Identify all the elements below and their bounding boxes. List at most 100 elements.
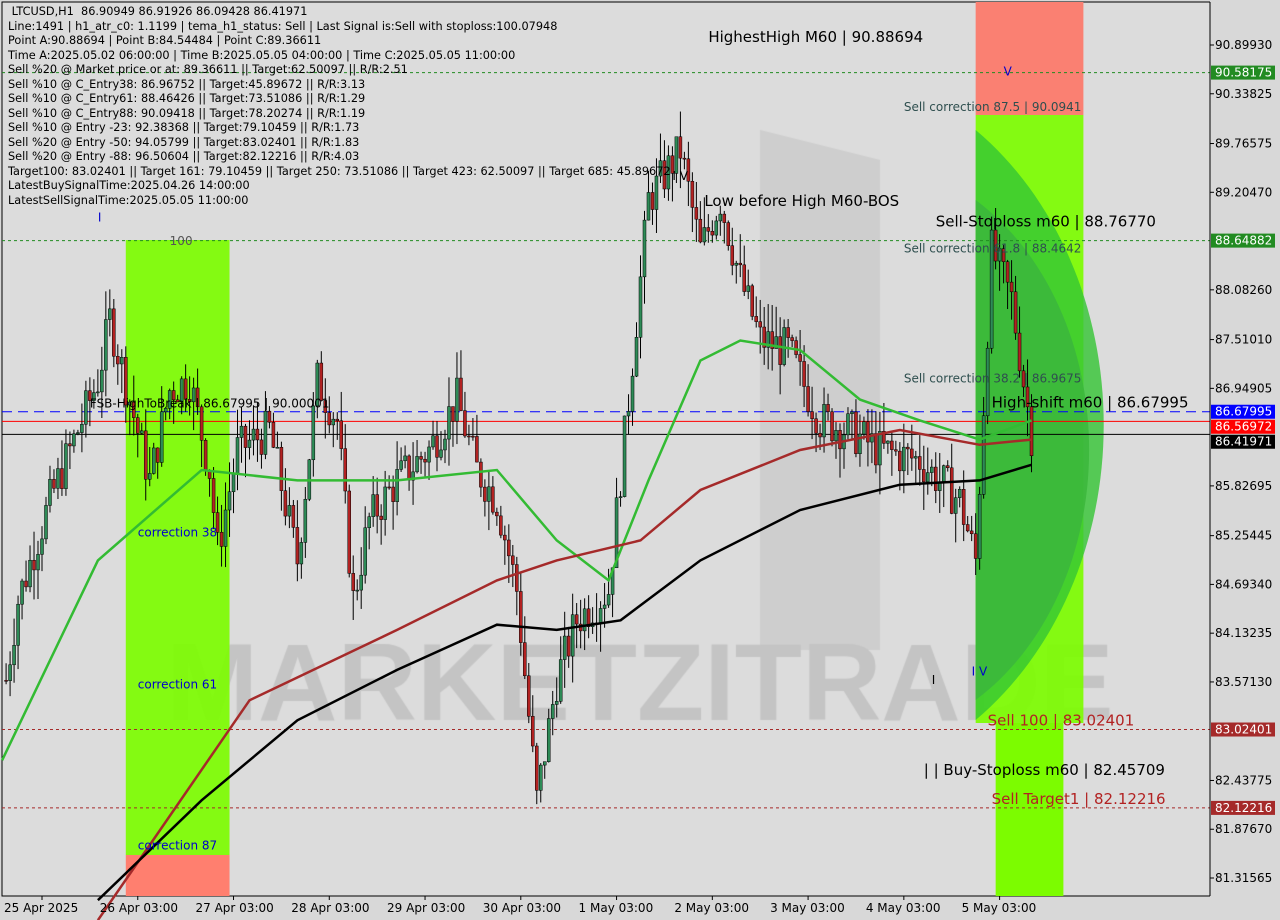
candle-body xyxy=(72,433,76,447)
candle-body xyxy=(658,160,663,177)
y-tick-label: 89.20470 xyxy=(1215,185,1272,199)
candle-body xyxy=(993,229,998,262)
candle-body xyxy=(910,448,914,459)
candle-body xyxy=(487,486,491,502)
candle-body xyxy=(443,438,447,451)
candle-body xyxy=(738,262,742,266)
candle-body xyxy=(159,411,164,463)
candle-body xyxy=(682,157,687,160)
candle-body xyxy=(794,340,798,355)
candle-body xyxy=(132,401,136,418)
chart-annotation: I V xyxy=(672,169,688,183)
candle-body xyxy=(96,391,100,394)
candle-body xyxy=(491,486,495,513)
info-line: Sell %10 @ C_Entry61: 88.46426 || Target… xyxy=(8,92,366,105)
candle-body xyxy=(68,443,72,447)
info-line: Sell %10 @ C_Entry88: 90.09418 || Target… xyxy=(8,106,366,120)
candle-body xyxy=(419,456,423,460)
candle-body xyxy=(985,347,990,417)
candle-body xyxy=(694,207,699,220)
candle-body xyxy=(714,220,719,236)
candle-body xyxy=(973,533,978,559)
chart-annotation: FSB-HighToBreak | 86.67995 | 90.00001 xyxy=(90,397,330,411)
candle-body xyxy=(92,392,96,401)
candle-body xyxy=(483,486,487,502)
candle-body xyxy=(554,701,559,705)
candle-body xyxy=(750,285,754,317)
candle-body xyxy=(846,413,850,436)
candle-body xyxy=(347,490,351,574)
candle-body xyxy=(124,357,128,406)
candle-body xyxy=(531,716,535,747)
candle-body xyxy=(391,486,395,502)
chart-annotation: 100 xyxy=(170,234,193,248)
candle-body xyxy=(602,604,607,609)
y-axis xyxy=(1210,0,1280,920)
candle-body xyxy=(455,377,459,422)
candle-body xyxy=(790,337,794,341)
candle-body xyxy=(171,390,176,401)
zone-red-part xyxy=(975,2,1084,115)
candle-body xyxy=(495,511,499,517)
candle-body xyxy=(499,515,503,536)
x-tick-label: 27 Apr 03:00 xyxy=(196,901,274,915)
candle-body xyxy=(315,362,320,407)
candle-body xyxy=(638,276,643,338)
candle-body xyxy=(670,155,675,174)
candle-body xyxy=(774,336,778,349)
candle-body xyxy=(814,418,818,434)
candle-body xyxy=(706,227,711,232)
info-line: Point A:90.88694 | Point B:84.54484 | Po… xyxy=(8,34,322,47)
y-tick-label: 85.82695 xyxy=(1215,479,1272,493)
chart-annotation: | | Buy-Stoploss m60 | 82.45709 xyxy=(924,761,1165,779)
y-tick-label: 85.25445 xyxy=(1215,529,1272,543)
candle-body xyxy=(76,432,80,435)
candle-body xyxy=(275,447,280,449)
candle-body xyxy=(239,425,244,438)
price-level-label: 88.64882 xyxy=(1215,234,1272,248)
y-tick-label: 81.87670 xyxy=(1215,822,1272,836)
candle-body xyxy=(742,264,746,292)
moving-average-line xyxy=(96,428,1032,920)
candle-body xyxy=(558,659,563,702)
price-level-label: 83.02401 xyxy=(1215,723,1272,737)
candle-body xyxy=(850,411,854,414)
info-line-row: LTCUSD,H1 86.90949 86.91926 86.09428 86.… xyxy=(8,5,671,20)
candle-body xyxy=(953,497,958,514)
candle-body xyxy=(726,222,731,246)
candle-body xyxy=(383,486,387,520)
candle-body xyxy=(981,415,986,495)
candle-body xyxy=(997,248,1002,262)
candle-body xyxy=(475,436,479,463)
candle-body xyxy=(195,387,200,408)
candle-body xyxy=(479,461,483,488)
price-level-label: 86.67995 xyxy=(1215,405,1272,419)
candle-body xyxy=(969,530,974,535)
candle-body xyxy=(367,516,371,529)
info-line-row: Sell %20 @ Entry -88: 96.50604 || Target… xyxy=(8,150,671,165)
candle-body xyxy=(766,331,770,348)
candle-body xyxy=(918,456,922,470)
candle-body xyxy=(291,505,296,528)
candle-body xyxy=(231,473,236,493)
candle-body xyxy=(36,554,40,571)
candle-body xyxy=(1029,406,1034,457)
candle-body xyxy=(662,160,667,190)
candle-body xyxy=(582,608,587,632)
candle-body xyxy=(574,614,579,625)
candle-body xyxy=(407,455,411,481)
y-tick-label: 81.31565 xyxy=(1215,871,1272,885)
candle-body xyxy=(203,440,208,471)
chart-annotation: I V xyxy=(972,664,988,678)
candle-body xyxy=(183,378,188,400)
candle-body xyxy=(539,764,543,791)
info-line-row: Time A:2025.05.02 06:00:00 | Time B:2025… xyxy=(8,49,671,64)
candle-body xyxy=(375,494,379,517)
chart-annotation: correction 38 xyxy=(138,525,217,539)
chart-annotation: Sell correction 38.2 | 86.9675 xyxy=(904,372,1082,386)
candle-body xyxy=(930,466,934,473)
price-level-badge xyxy=(1211,800,1275,815)
moving-average-line xyxy=(97,463,1032,902)
indicator-info-panel: LTCUSD,H1 86.90949 86.91926 86.09428 86.… xyxy=(8,5,671,208)
